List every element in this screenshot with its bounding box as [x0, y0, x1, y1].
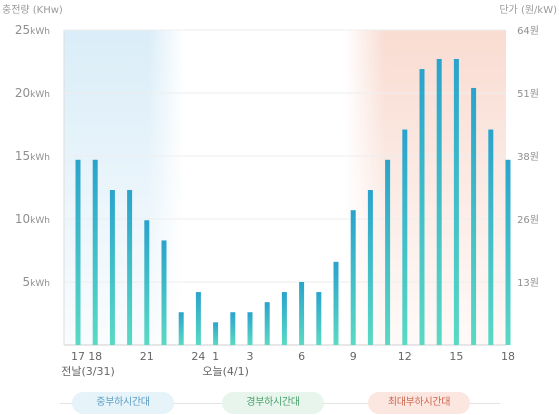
x-tick-label: 21	[140, 350, 154, 363]
bar	[299, 282, 305, 345]
y2-tick-label: 51원	[517, 88, 539, 100]
bar	[385, 159, 391, 345]
bar	[350, 210, 356, 345]
bar	[419, 69, 425, 345]
x-tick-label: 24	[191, 350, 205, 363]
bar	[92, 159, 98, 345]
bar	[505, 159, 511, 345]
x-tick-label: 1	[212, 350, 219, 363]
x-tick-label: 18	[88, 350, 102, 363]
date-label: 전날(3/31)	[61, 365, 115, 378]
y2-tick-label: 26원	[517, 214, 539, 226]
legend-mid-load: 중부하시간대	[72, 392, 174, 414]
x-tick-label: 18	[501, 350, 515, 363]
bar	[453, 58, 459, 345]
bar	[333, 261, 339, 345]
bar	[109, 190, 115, 345]
legend-max-load: 최대부하시간대	[368, 392, 470, 414]
y2-tick-label: 38원	[517, 151, 539, 163]
bar	[161, 240, 167, 345]
bar	[367, 190, 373, 345]
bar	[316, 292, 322, 345]
bar	[488, 129, 494, 345]
left-axis-title: 충전량 (KHw)	[2, 5, 63, 16]
x-tick-label: 9	[350, 350, 357, 363]
x-tick-label: 15	[449, 350, 463, 363]
bar	[127, 190, 133, 345]
date-label: 오늘(4/1)	[202, 365, 249, 378]
bar	[195, 292, 201, 345]
bar-chart: 5kWh 13원 10kWh 26원 15kWh 38원 20kWh 51원 25kWh 64원 1…	[15, 23, 539, 378]
bar	[213, 322, 219, 345]
bar	[230, 312, 236, 345]
bar	[402, 129, 408, 345]
y2-tick-label: 13원	[517, 277, 539, 289]
legend-low-load: 경부하시간대	[222, 392, 324, 414]
bar	[247, 312, 253, 345]
bar	[75, 159, 81, 345]
y2-tick-label: 64원	[517, 25, 539, 37]
bar	[281, 292, 287, 345]
right-axis-title: 단가 (원/kW)	[499, 5, 557, 16]
y-tick-label: 15kWh	[15, 149, 50, 163]
bar	[471, 87, 477, 346]
bar	[264, 302, 270, 345]
y-tick-label: 5kWh	[23, 275, 50, 289]
x-tick-label: 3	[247, 350, 254, 363]
y-tick-label: 10kWh	[15, 212, 50, 226]
y-tick-label: 20kWh	[15, 86, 50, 100]
x-tick-label: 17	[71, 350, 85, 363]
bar	[144, 220, 150, 345]
bar	[178, 312, 184, 345]
y-tick-label: 25kWh	[15, 23, 50, 37]
x-tick-label: 12	[398, 350, 412, 363]
bar	[436, 58, 442, 345]
x-tick-label: 6	[298, 350, 305, 363]
